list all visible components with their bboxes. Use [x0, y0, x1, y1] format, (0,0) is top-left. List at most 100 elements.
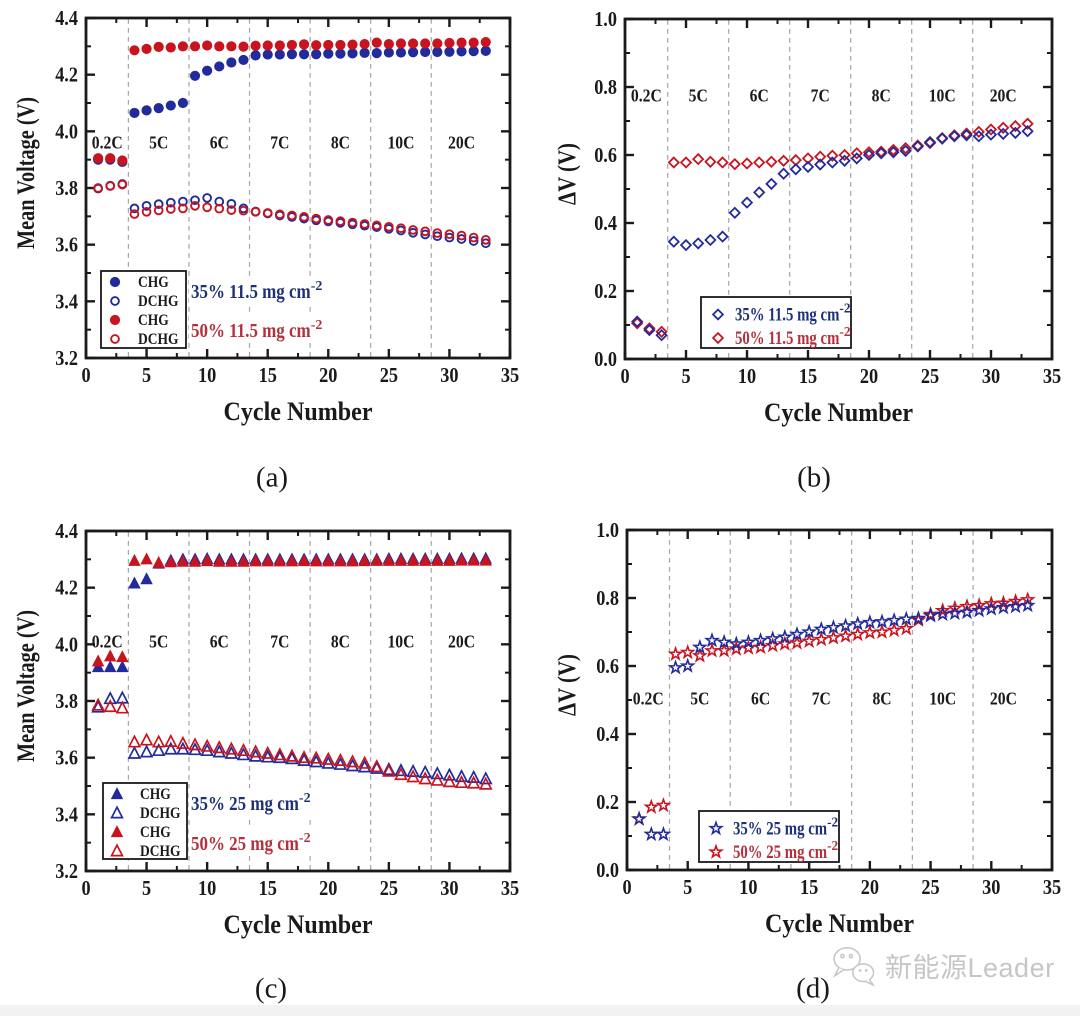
region-label: 0.2C [92, 133, 123, 153]
data-point [707, 843, 725, 859]
data-point [1021, 125, 1034, 138]
data-point [311, 213, 322, 224]
x-tick-label: 15 [259, 876, 277, 900]
data-point [960, 129, 973, 142]
data-point [334, 554, 347, 567]
data-point [250, 50, 261, 61]
data-point [934, 605, 951, 622]
data-point [369, 759, 384, 773]
data-point [358, 554, 371, 567]
data-point [740, 633, 757, 650]
data-point [431, 553, 444, 566]
x-tick-label: 0 [81, 363, 90, 387]
data-point [420, 46, 431, 58]
data-point [309, 750, 323, 764]
y-axis-title: ΔV (V) [554, 654, 581, 716]
data-point [153, 199, 164, 210]
data-point [443, 553, 456, 566]
x-tick-label: 30 [982, 875, 1000, 899]
data-point [109, 276, 121, 288]
legend-side-label-bg [189, 788, 313, 816]
data-point [129, 203, 140, 214]
data-point [359, 38, 370, 50]
data-point [910, 609, 927, 626]
region-label: 7C [811, 86, 830, 106]
x-tick-label: 20 [319, 876, 337, 900]
data-point [104, 660, 117, 673]
x-tick-label: 5 [142, 363, 151, 387]
data-point [178, 203, 188, 214]
data-point [454, 769, 469, 783]
data-point [140, 572, 153, 585]
data-point [226, 57, 237, 68]
data-point [286, 49, 298, 60]
data-point [188, 554, 202, 567]
caption-a: (a) [255, 461, 289, 494]
x-tick-label: 15 [259, 363, 277, 387]
data-point [382, 763, 396, 777]
legend-entry-label: CHG [140, 824, 171, 841]
data-point [442, 774, 457, 788]
data-point [667, 645, 684, 661]
region-label: 7C [270, 632, 289, 652]
data-point [311, 40, 322, 51]
data-point [347, 48, 358, 59]
data-point [189, 41, 201, 52]
series-35-25-mg-cm-2 [631, 597, 1036, 842]
data-point [165, 204, 176, 214]
data-point [631, 317, 644, 330]
data-point [109, 314, 121, 326]
data-point [946, 599, 963, 616]
data-point [286, 39, 298, 51]
x-tick-label: 0 [620, 364, 629, 388]
data-point [371, 48, 382, 59]
region-label: 5C [149, 133, 168, 153]
data-point [190, 195, 200, 206]
data-point [225, 554, 238, 567]
legend-box [698, 810, 840, 863]
data-point [838, 154, 851, 167]
data-point [444, 232, 455, 243]
data-point [478, 771, 493, 785]
region-label: 20C [990, 86, 1017, 106]
x-tick-label: 10 [738, 364, 756, 388]
data-point [116, 650, 129, 663]
data-point [711, 308, 725, 321]
data-point [740, 639, 757, 655]
legend-side-label: 50% 25 mg cm-2 [191, 830, 311, 855]
legend-entry-label: CHG [138, 312, 169, 329]
data-point [141, 201, 152, 211]
data-point [224, 745, 239, 759]
region-label: 8C [872, 86, 891, 106]
x-tick-label: 10 [198, 363, 216, 387]
data-point [333, 752, 348, 766]
data-point [454, 774, 469, 789]
data-point [984, 123, 998, 136]
region-label: 10C [929, 688, 956, 708]
data-point [813, 620, 830, 637]
region-label: 8C [331, 632, 350, 652]
data-point [190, 201, 200, 211]
data-point [468, 232, 479, 243]
data-point [347, 39, 358, 50]
data-point [200, 738, 214, 752]
data-point [1007, 598, 1024, 614]
data-point [214, 61, 225, 72]
data-point [141, 105, 152, 116]
data-point [103, 691, 118, 705]
bottom-strip [0, 1005, 1080, 1016]
legend-entry-label: 35% 11.5 mg cm-2 [735, 301, 851, 326]
data-point [152, 555, 165, 568]
data-point [813, 631, 830, 647]
series-chg-35-11-5-mg-cm-2 [93, 45, 491, 168]
legend-entry-label: DCHG [140, 843, 181, 860]
data-point [420, 38, 431, 49]
data-point [311, 49, 322, 60]
data-point [200, 742, 214, 757]
data-point [104, 649, 117, 662]
data-point [972, 130, 985, 143]
x-tick-label: 25 [921, 875, 939, 899]
region-label: 0.2C [631, 86, 662, 106]
data-point [164, 733, 178, 747]
x-tick-label: 30 [440, 363, 458, 387]
